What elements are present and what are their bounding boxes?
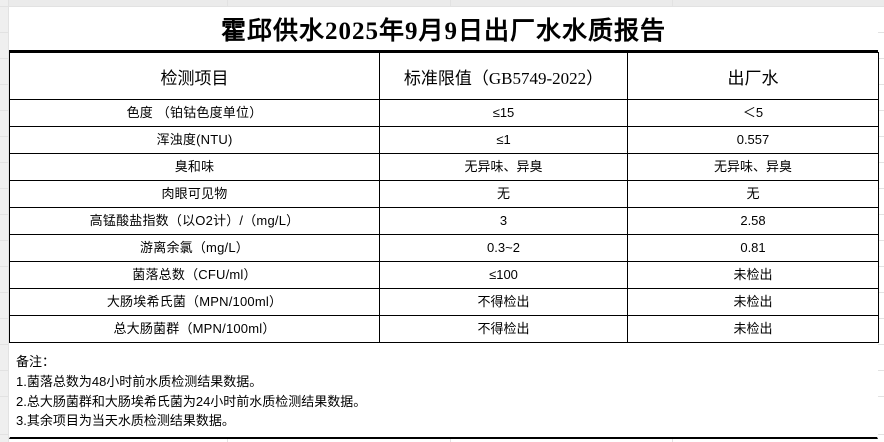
cell-value: 0.557: [627, 126, 879, 154]
table-header-row: 检测项目 标准限值（GB5749-2022） 出厂水: [9, 52, 879, 100]
cell-limit: ≤15: [379, 99, 628, 127]
table-row: 色度 （铂钴色度单位） ≤15 ＜5: [9, 99, 879, 127]
page-title: 霍邱供水2025年9月9日出厂水水质报告: [220, 17, 666, 45]
sheet-left-band: [0, 0, 8, 442]
table-row: 游离余氯（mg/L） 0.3~2 0.81: [9, 234, 879, 262]
column-header-finished-water: 出厂水: [627, 52, 879, 100]
table-row: 高锰酸盐指数（以O2计）/（mg/L） 3 2.58: [9, 207, 879, 235]
table-header: 检测项目 标准限值（GB5749-2022） 出厂水: [9, 52, 879, 100]
cell-value: 0.81: [627, 234, 879, 262]
cell-value: 未检出: [627, 288, 879, 316]
cell-item: 浑浊度(NTU): [9, 126, 380, 154]
cell-limit: 不得检出: [379, 315, 628, 343]
table-row: 肉眼可见物 无 无: [9, 180, 879, 208]
cell-limit: 不得检出: [379, 288, 628, 316]
report-title-block: 霍邱供水2025年9月9日出厂水水质报告: [9, 7, 878, 52]
table-row: 浑浊度(NTU) ≤1 0.557: [9, 126, 879, 154]
cell-item: 大肠埃希氏菌（MPN/100ml）: [9, 288, 380, 316]
water-quality-report: 霍邱供水2025年9月9日出厂水水质报告 检测项目 标准限值（GB5749-20…: [9, 7, 879, 439]
cell-limit: 无: [379, 180, 628, 208]
cell-value: 未检出: [627, 261, 879, 289]
column-header-standard-limit: 标准限值（GB5749-2022）: [379, 52, 628, 100]
column-header-item: 检测项目: [9, 52, 380, 100]
notes-block: 备注： 1.菌落总数为48小时前水质检测结果数据。 2.总大肠菌群和大肠埃希氏菌…: [9, 343, 878, 439]
cell-item: 总大肠菌群（MPN/100ml）: [9, 315, 380, 343]
cell-limit: 3: [379, 207, 628, 235]
table-body: 色度 （铂钴色度单位） ≤15 ＜5 浑浊度(NTU) ≤1 0.557 臭和味…: [9, 99, 879, 343]
cell-limit: ≤1: [379, 126, 628, 154]
cell-limit: 无异味、异臭: [379, 153, 628, 181]
cell-item: 臭和味: [9, 153, 380, 181]
notes-heading: 备注：: [16, 354, 56, 369]
table-row: 菌落总数（CFU/ml） ≤100 未检出: [9, 261, 879, 289]
table-row: 大肠埃希氏菌（MPN/100ml） 不得检出 未检出: [9, 288, 879, 316]
notes-line: 3.其余项目为当天水质检测结果数据。: [16, 413, 235, 429]
cell-value: 2.58: [627, 207, 879, 235]
notes-line: 2.总大肠菌群和大肠埃希氏菌为24小时前水质检测结果数据。: [16, 393, 367, 409]
cell-item: 色度 （铂钴色度单位）: [9, 99, 380, 127]
notes-line: 1.菌落总数为48小时前水质检测结果数据。: [16, 373, 263, 389]
cell-item: 肉眼可见物: [9, 180, 380, 208]
cell-item: 菌落总数（CFU/ml）: [9, 261, 380, 289]
cell-item: 游离余氯（mg/L）: [9, 234, 380, 262]
cell-value: ＜5: [627, 99, 879, 127]
sheet-top-band: [0, 0, 884, 7]
cell-item: 高锰酸盐指数（以O2计）/（mg/L）: [9, 207, 380, 235]
cell-value: 未检出: [627, 315, 879, 343]
table-row: 臭和味 无异味、异臭 无异味、异臭: [9, 153, 879, 181]
cell-limit: 0.3~2: [379, 234, 628, 262]
table-row: 总大肠菌群（MPN/100ml） 不得检出 未检出: [9, 315, 879, 343]
cell-value: 无异味、异臭: [627, 153, 879, 181]
cell-limit: ≤100: [379, 261, 628, 289]
water-quality-table: 检测项目 标准限值（GB5749-2022） 出厂水 色度 （铂钴色度单位） ≤…: [9, 52, 879, 343]
cell-value: 无: [627, 180, 879, 208]
